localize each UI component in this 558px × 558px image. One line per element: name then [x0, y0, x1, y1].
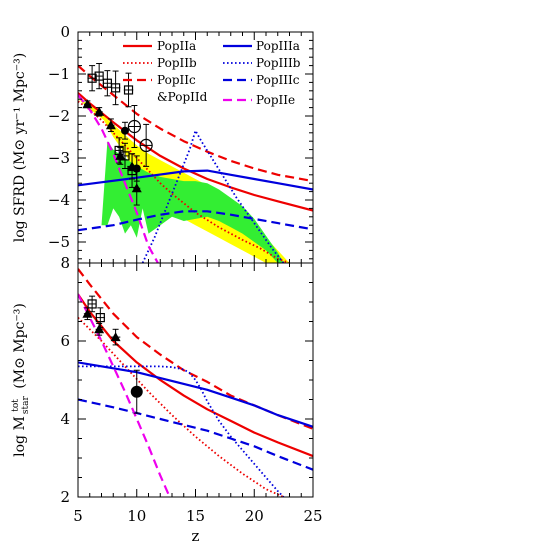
data-point-triangle — [94, 106, 105, 117]
triangle-marker — [115, 150, 126, 160]
legend: PopIIa PopIIb PopIIc&PopIId PopIIIa PopIIIb P… — [123, 39, 301, 107]
legend-label: PopIIIb — [256, 56, 301, 70]
x-tick-label: 10 — [127, 507, 146, 525]
filled-circle-marker — [121, 126, 129, 135]
open-circle-marker — [139, 138, 153, 152]
series-PopIIIa — [78, 361, 313, 428]
series-PopIIIa — [78, 169, 313, 191]
series-PopIIIc — [78, 210, 313, 232]
data-point-square — [114, 137, 124, 164]
data-point-triangle — [110, 328, 121, 346]
data-point-square — [94, 63, 104, 90]
x-tick-label: 15 — [186, 507, 205, 525]
y-axis-label: log M totstar (M⊙ Mpc⁻³) — [11, 303, 31, 457]
square-marker — [87, 73, 97, 83]
y-tick-label: −1 — [48, 65, 70, 83]
series-PopIIIc — [78, 398, 313, 471]
filled-circle-marker — [132, 164, 141, 173]
filled-circle-marker — [130, 385, 143, 398]
data-point-circle-filled — [132, 155, 141, 182]
data-point-triangle — [105, 118, 116, 133]
square-marker — [94, 71, 104, 81]
legend-label: PopIIb — [157, 56, 197, 70]
triangle-marker — [94, 106, 105, 116]
triangle-marker — [110, 332, 121, 342]
data-point-circle-filled — [121, 121, 129, 140]
square-marker — [87, 299, 97, 309]
y-tick-label: 8 — [60, 254, 70, 272]
legend-label: &PopIId — [157, 90, 208, 104]
series-PopIIc — [78, 268, 313, 430]
series-PopIIIb — [141, 129, 285, 263]
data-point-triangle — [82, 307, 93, 321]
x-axis-label: z — [192, 527, 200, 545]
y-tick-label: −2 — [48, 107, 70, 125]
panel-frame — [77, 262, 314, 498]
data-point-square — [120, 142, 130, 169]
panel-top: 0 −1 −2 −3 −4 −5 log SFRD (M⊙ yr⁻¹ Mpc⁻³) — [12, 23, 314, 264]
series-PopIIIb — [78, 365, 285, 497]
legend-label: PopIIIc — [256, 73, 300, 87]
legend-label: PopIIa — [157, 39, 196, 53]
square-marker — [110, 83, 121, 93]
y-tick-label: −3 — [48, 149, 70, 167]
square-marker — [114, 145, 124, 156]
data-point-square — [123, 72, 134, 108]
series-PopIIe — [78, 94, 159, 263]
y-tick-label: 4 — [60, 410, 70, 428]
data-point-circle-open — [139, 123, 153, 167]
data-point-square — [95, 307, 106, 328]
y-axis-label: log SFRD (M⊙ yr⁻¹ Mpc⁻³) — [12, 53, 28, 242]
series-PopIIc — [78, 64, 313, 183]
triangle-marker — [131, 183, 142, 193]
y-tick-label: 6 — [60, 332, 70, 350]
legend-label: PopIIIa — [256, 39, 300, 53]
plot-area-top — [78, 63, 313, 263]
data-point-square — [110, 70, 121, 106]
y-tick-label: 2 — [60, 488, 70, 506]
triangle-marker — [105, 120, 116, 130]
open-circle-marker — [127, 119, 141, 134]
square-marker — [95, 313, 105, 323]
square-marker — [102, 78, 112, 88]
y-tick-label: −4 — [48, 191, 70, 209]
series-PopIIb — [78, 100, 290, 263]
data-point-square — [87, 295, 97, 313]
legend-label: PopIIc — [157, 73, 196, 87]
uncertainty-band-green — [101, 141, 284, 263]
series-PopIIb — [78, 316, 284, 497]
data-point-circle-open — [127, 105, 141, 148]
triangle-marker — [82, 308, 93, 318]
data-point-triangle — [94, 322, 105, 336]
x-tick-label: 20 — [245, 507, 264, 525]
y-tick-label: −5 — [48, 233, 70, 251]
legend-label: PopIIe — [256, 93, 295, 107]
panel-bottom: 2 4 6 8 log M totstar (M⊙ Mpc⁻³) — [11, 254, 314, 506]
series-PopIIe — [78, 293, 171, 497]
data-point-square — [127, 153, 137, 188]
data-point-square — [102, 70, 113, 97]
square-marker — [123, 85, 134, 95]
y-tick-label: 0 — [60, 23, 70, 41]
series-PopIIa — [78, 92, 313, 212]
data-point-circle-filled — [130, 369, 143, 414]
square-marker — [120, 151, 130, 161]
x-tick-label: 25 — [303, 507, 322, 525]
x-tick-label: 5 — [73, 507, 83, 525]
triangle-marker — [82, 99, 93, 109]
series-PopIIa — [78, 293, 313, 458]
plot-area-bottom — [78, 268, 313, 497]
data-point-triangle — [82, 99, 93, 109]
triangle-marker — [94, 324, 105, 334]
